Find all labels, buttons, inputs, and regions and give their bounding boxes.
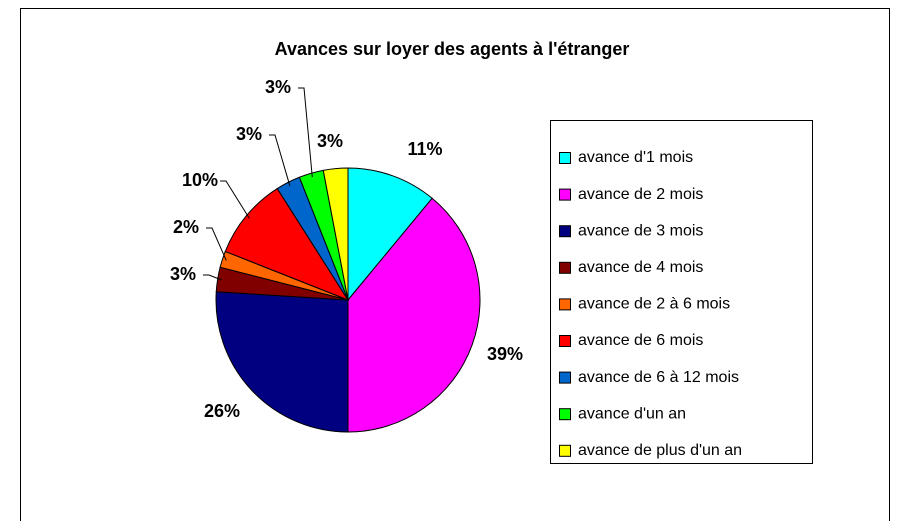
data-label: 3%: [170, 264, 196, 284]
legend-label: avance de plus d'un an: [578, 442, 742, 459]
leader-line: [206, 227, 227, 261]
data-label: 39%: [487, 344, 523, 364]
legend-label: avance de 6 mois: [578, 332, 703, 349]
data-label: 11%: [407, 139, 442, 159]
leader-line: [220, 180, 250, 219]
legend-swatch: [559, 444, 571, 457]
legend-swatch: [559, 408, 571, 421]
data-label: 3%: [265, 77, 291, 97]
pie-slice: [347, 167, 433, 302]
data-label: 3%: [236, 124, 262, 144]
leader-line: [269, 134, 291, 187]
data-label: 2%: [173, 217, 199, 237]
legend-label: avance de 6 à 12 mois: [578, 369, 739, 386]
chart-title: Avances sur loyer des agents à l'étrange…: [275, 39, 630, 59]
legend-swatch: [559, 371, 571, 384]
legend-swatch: [559, 152, 571, 164]
legend-label: avance de 2 à 6 mois: [578, 296, 730, 313]
legend-swatch: [559, 335, 571, 347]
legend-swatch: [559, 298, 571, 311]
legend-swatch: [559, 225, 571, 238]
legend-label: avance de 3 mois: [578, 222, 703, 239]
legend-label: avance d'1 mois: [578, 149, 693, 166]
pie-slice: [347, 197, 481, 433]
legend-label: avance de 2 mois: [578, 186, 703, 203]
pie-slice: [215, 291, 349, 433]
leader-line: [298, 87, 313, 178]
leader-line: [203, 274, 222, 281]
legend-swatch: [559, 188, 571, 201]
legend-label: avance de 4 mois: [578, 259, 703, 276]
pie-slice: [224, 187, 350, 302]
data-label: 3%: [317, 131, 343, 151]
data-label: 10%: [182, 170, 218, 190]
legend-label: avance d'un an: [578, 405, 686, 422]
legend-swatch: [559, 261, 571, 274]
pie-slice: [322, 167, 349, 301]
data-label: 26%: [204, 401, 240, 421]
legend: [550, 120, 813, 464]
